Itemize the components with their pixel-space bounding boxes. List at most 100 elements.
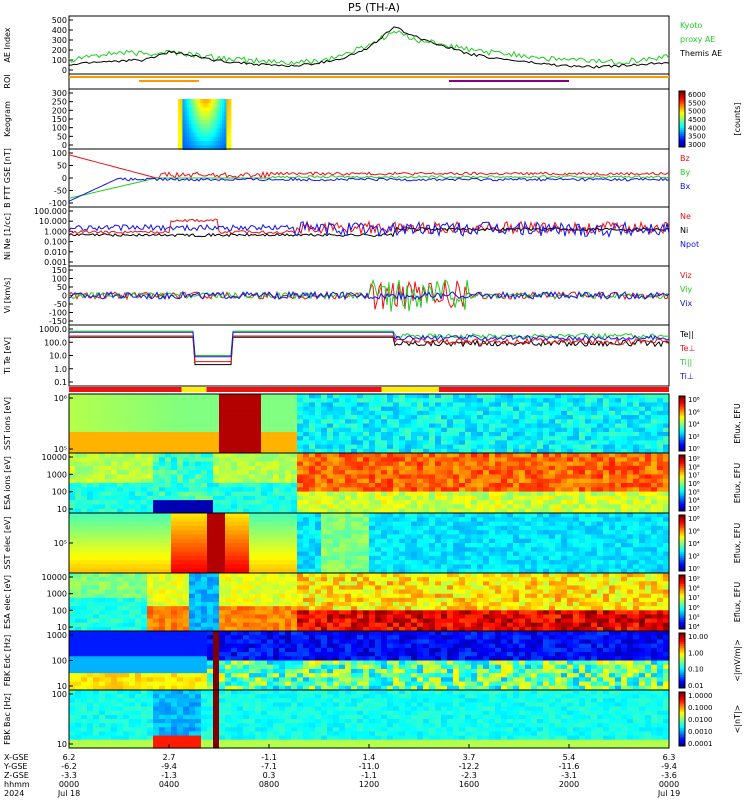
esa_ion-cell — [495, 483, 502, 488]
sst_elec-cell — [591, 547, 598, 552]
esa_ion-cell — [159, 457, 166, 462]
esa_elec-cell — [81, 610, 88, 615]
sst_elec-cell — [141, 556, 148, 561]
esa_ion-cell — [303, 492, 310, 497]
sst_ion-cell — [537, 402, 544, 407]
sst_elec-cell — [495, 513, 502, 518]
esa_ion-cell — [489, 479, 496, 484]
esa_elec-cell — [213, 581, 220, 586]
sst_elec-cell — [357, 556, 364, 561]
sst_elec-cell — [339, 543, 346, 548]
esa_ion-cell — [615, 470, 622, 475]
esa_elec-cell — [105, 623, 112, 628]
sst_ion-cell — [603, 428, 610, 433]
esa_elec-cell — [117, 623, 124, 628]
sst_ion-cell — [615, 432, 622, 437]
sst_ion-cell — [81, 419, 88, 424]
sst_ion-cell — [315, 402, 322, 407]
sst_elec-cell — [555, 543, 562, 548]
esa_ion-cell — [327, 466, 334, 471]
sst_ion-cell — [531, 402, 538, 407]
esa_ion-cell — [159, 500, 166, 505]
esa_elec-cell — [111, 602, 118, 607]
sst_ion-cell — [639, 424, 646, 429]
sst_elec-cell — [429, 543, 436, 548]
sst_ion-cell — [483, 424, 490, 429]
esa_ion-cell — [339, 470, 346, 475]
sst_elec-cell — [117, 522, 124, 527]
sst_elec-cell — [393, 564, 400, 569]
esa_ion-cell — [639, 453, 646, 458]
sst_elec-cell — [459, 513, 466, 518]
esa_ion-cell — [543, 500, 550, 505]
sst_ion-cell — [435, 415, 442, 420]
sst_ion-cell — [87, 428, 94, 433]
sst_elec-cell — [639, 526, 646, 531]
sst_ion-cell — [411, 419, 418, 424]
sst_elec-cell — [615, 556, 622, 561]
esa_ion-cell — [99, 504, 106, 509]
sst_ion-cell — [405, 445, 412, 450]
esa_ion-cell — [309, 474, 316, 479]
esa_ion-cell — [69, 457, 76, 462]
sst_ion-cell — [645, 394, 652, 399]
esa_ion-cell — [627, 453, 634, 458]
sst_ion-cell — [195, 398, 202, 403]
sst_ion-cell — [303, 394, 310, 399]
esa_ion-cell — [189, 462, 196, 467]
sst_elec-cell — [93, 530, 100, 535]
esa_ion-cell — [459, 470, 466, 475]
sst_ion-cell — [615, 411, 622, 416]
sst_ion-cell — [609, 415, 616, 420]
sst_ion-cell — [615, 445, 622, 450]
esa_elec-cell — [129, 606, 136, 611]
esa_ion-cell — [591, 483, 598, 488]
esa_elec-cell — [153, 619, 160, 624]
sst_ion-cell — [453, 436, 460, 441]
esa_ion-cell — [297, 500, 304, 505]
sst_elec-cell — [345, 534, 352, 539]
esa_elec-cell — [183, 590, 190, 595]
esa_ion-cell — [339, 462, 346, 467]
sst_elec-cell — [543, 552, 550, 557]
sst_elec-cell — [417, 513, 424, 518]
sst_elec-cell — [453, 517, 460, 522]
esa_elec-cell — [135, 602, 142, 607]
sst_elec-cell — [333, 543, 340, 548]
sst_ion-cell — [159, 394, 166, 399]
esa_ion-cell — [435, 496, 442, 501]
sst_ion-cell — [93, 432, 100, 437]
esa_ion-cell — [525, 500, 532, 505]
esa_ion-cell — [75, 500, 82, 505]
esa_ion-cell — [369, 457, 376, 462]
sst_ion-cell — [525, 436, 532, 441]
esa_ion-cell — [351, 496, 358, 501]
sst_elec-cell — [459, 522, 466, 527]
esa_ion-cell — [393, 474, 400, 479]
sst_ion-cell — [225, 445, 232, 450]
sst_ion-cell — [75, 445, 82, 450]
esa_elec-cell — [177, 623, 184, 628]
sst_elec-cell — [603, 522, 610, 527]
esa_ion-cell — [501, 466, 508, 471]
sst_elec-cell — [297, 543, 304, 548]
sst_ion-cell — [219, 407, 226, 412]
sst_ion-cell — [171, 415, 178, 420]
sst_elec-cell — [195, 547, 202, 552]
sst_elec-cell — [561, 526, 568, 531]
sst_ion-cell — [447, 415, 454, 420]
sst_ion-cell — [531, 411, 538, 416]
esa_ion-cell — [495, 457, 502, 462]
esa_ion-cell — [549, 483, 556, 488]
esa_ion-cell — [399, 474, 406, 479]
esa_ion-cell — [327, 496, 334, 501]
esa_ion-cell — [573, 487, 580, 492]
sst_elec-cell — [141, 547, 148, 552]
sst_ion-cell — [75, 436, 82, 441]
sst_elec-cell — [441, 564, 448, 569]
sst_elec-cell — [177, 534, 184, 539]
sst_ion-cell — [399, 402, 406, 407]
sst_ion-cell — [405, 419, 412, 424]
sst_ion-cell — [423, 424, 430, 429]
esa_ion-cell — [285, 466, 292, 471]
